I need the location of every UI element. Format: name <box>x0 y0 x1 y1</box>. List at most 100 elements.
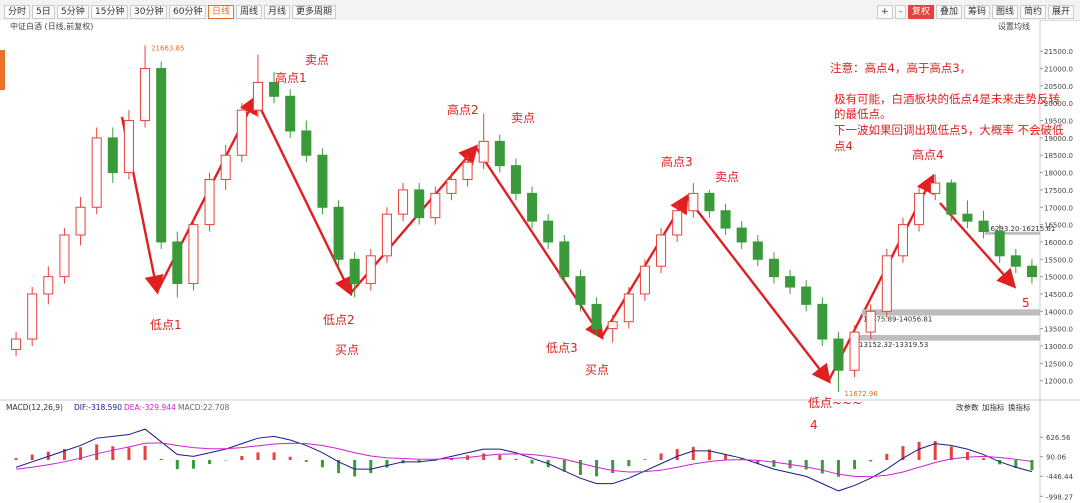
y2-tick-label: 90.06 <box>1046 454 1067 462</box>
tab[interactable]: 月线 <box>264 5 291 19</box>
annotation: 4 <box>810 418 818 432</box>
settings[interactable]: 设置均线 <box>998 21 1030 31</box>
candle-body <box>639 265 650 295</box>
tab[interactable]: 60分钟 <box>169 5 207 19</box>
tab[interactable]: 展开 <box>1048 5 1075 19</box>
macd-bar <box>369 460 373 474</box>
annotation: 高点1 <box>275 70 307 85</box>
candle-body <box>897 224 908 257</box>
macd-button[interactable]: 换指标 <box>1008 402 1031 412</box>
macd-bar <box>965 452 969 460</box>
candle-body <box>140 68 151 122</box>
note-line: 极有可能，白酒板块的低点4是未来走势反转 <box>834 92 1060 106</box>
candle-body <box>462 161 473 181</box>
macd-bar <box>208 460 212 464</box>
candle-body <box>478 140 489 163</box>
tab[interactable]: 5日 <box>32 5 55 19</box>
macd-bar <box>659 453 663 460</box>
macd-bar <box>756 460 760 464</box>
y-tick-label: 13000.0 <box>1044 343 1073 351</box>
candle-body <box>43 276 54 295</box>
annotation: 买点 <box>335 343 359 357</box>
tab[interactable]: 图线 <box>992 5 1019 19</box>
dif-line <box>15 428 1033 492</box>
y2-tick-label: -998.27 <box>1046 493 1073 501</box>
candle-body <box>11 338 22 350</box>
tab[interactable]: 15分钟 <box>91 5 129 19</box>
candle-body <box>785 276 796 288</box>
macd-bar <box>14 458 18 460</box>
candle-body <box>527 192 538 222</box>
annotation: 5 <box>1022 296 1030 310</box>
macd-bar <box>627 460 631 467</box>
annotation: 卖点 <box>511 111 535 125</box>
candle-body <box>414 189 425 219</box>
macd-bar <box>530 460 534 464</box>
note-line: 下一波如果回调出现低点5，大概率 不会破低 <box>834 123 1064 137</box>
macd-bar <box>79 447 83 460</box>
y-tick-label: 15000.0 <box>1044 274 1073 282</box>
candle-body <box>817 303 828 340</box>
tab[interactable]: 筹码 <box>964 5 991 19</box>
candle-body <box>349 258 360 285</box>
y-tick-label: 15500.0 <box>1044 256 1073 264</box>
tab[interactable]: - <box>895 5 907 19</box>
tab[interactable]: 叠加 <box>936 5 963 19</box>
tab[interactable]: + <box>877 5 893 19</box>
y-tick-label: 12000.0 <box>1044 378 1073 386</box>
macd-bar <box>272 452 276 460</box>
zone-label: 13875.89-14056.81 <box>863 315 932 323</box>
annotation: 低点~~~ <box>808 396 862 410</box>
annotation: 买点 <box>585 363 609 377</box>
macd-button[interactable]: 改参数 <box>956 402 979 412</box>
macd-bar <box>901 446 905 460</box>
toolbar: 分时 5日 5分钟 15分钟 30分钟 60分钟 日线 周线 月线 更多周期 展开 简约 图线 筹码 叠加复… <box>0 0 1080 21</box>
tab[interactable]: 周线 <box>236 5 263 19</box>
candle-body <box>317 154 328 208</box>
tab[interactable]: 更多周期 <box>292 5 337 19</box>
y-tick-label: 18500.0 <box>1044 152 1073 160</box>
candle-body <box>946 182 957 215</box>
macd-bar <box>62 449 66 460</box>
candle-body <box>107 137 118 174</box>
macd-bar <box>675 449 679 460</box>
low-label: 11672.96 <box>844 390 878 398</box>
y2-tick-label: -446.44 <box>1046 473 1074 481</box>
macd-bar <box>498 454 502 460</box>
candle-body <box>27 293 38 340</box>
tab[interactable]: 5分钟 <box>57 5 89 19</box>
high-label: 21663.85 <box>151 45 184 53</box>
macd-bar <box>578 460 582 475</box>
macd-bar <box>514 458 518 460</box>
candle-body <box>994 231 1005 257</box>
zone-band <box>858 334 1040 341</box>
annotation: 高点2 <box>447 102 479 117</box>
macd-label: MACD:22.708 <box>178 403 229 412</box>
y-tick-label: 17000.0 <box>1044 204 1073 212</box>
macd-bar <box>836 460 840 477</box>
tab[interactable]: 分时 <box>4 5 31 19</box>
macd-bar <box>691 446 695 460</box>
macd-bar <box>256 452 260 460</box>
candle-body <box>736 227 747 243</box>
candle-body <box>430 192 441 219</box>
macd-bar <box>320 460 324 468</box>
macd-bar <box>175 460 179 470</box>
tab[interactable]: 复权 <box>908 5 935 19</box>
tab[interactable]: 30分钟 <box>130 5 168 19</box>
zone-band <box>862 309 1040 316</box>
macd-bar <box>1030 460 1034 471</box>
annotation: 低点2 <box>323 313 355 327</box>
dif-label: DIF:-318.590 <box>74 403 122 412</box>
candle-body <box>559 241 570 278</box>
macd-bar <box>724 454 728 460</box>
annotation: 卖点 <box>305 53 329 67</box>
tab[interactable]: 简约 <box>1020 5 1047 19</box>
macd-button[interactable]: 加指标 <box>982 402 1005 412</box>
side-tab <box>0 50 5 90</box>
y-tick-label: 14500.0 <box>1044 291 1073 299</box>
tab[interactable]: 日线 <box>208 5 235 19</box>
y-tick-label: 18000.0 <box>1044 170 1073 178</box>
candle-body <box>365 255 376 285</box>
candle-body <box>123 120 134 174</box>
